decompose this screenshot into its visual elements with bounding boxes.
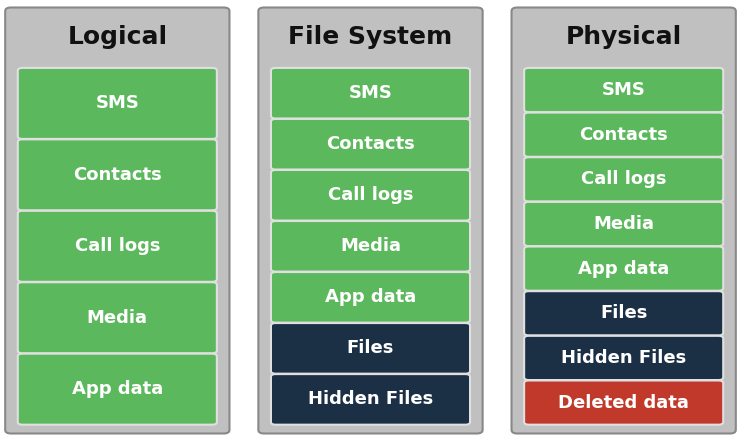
Text: SMS: SMS (96, 94, 139, 112)
Text: Hidden Files: Hidden Files (308, 390, 433, 408)
FancyBboxPatch shape (524, 247, 723, 291)
Text: Hidden Files: Hidden Files (561, 349, 686, 367)
FancyBboxPatch shape (271, 119, 470, 169)
Text: Media: Media (340, 237, 401, 255)
Text: Physical: Physical (565, 26, 682, 49)
Text: App data: App data (578, 260, 669, 278)
Text: Media: Media (87, 309, 147, 327)
FancyBboxPatch shape (524, 112, 723, 157)
FancyBboxPatch shape (18, 354, 217, 425)
Text: App data: App data (325, 288, 416, 306)
Text: File System: File System (288, 26, 453, 49)
Text: Contacts: Contacts (579, 126, 668, 144)
Text: Files: Files (347, 340, 394, 357)
Text: Deleted data: Deleted data (558, 393, 689, 411)
FancyBboxPatch shape (511, 7, 736, 434)
FancyBboxPatch shape (271, 68, 470, 119)
FancyBboxPatch shape (524, 68, 723, 112)
FancyBboxPatch shape (271, 221, 470, 272)
FancyBboxPatch shape (18, 211, 217, 282)
Text: Logical: Logical (67, 26, 167, 49)
FancyBboxPatch shape (271, 323, 470, 374)
FancyBboxPatch shape (524, 291, 723, 335)
Text: SMS: SMS (348, 84, 393, 102)
FancyBboxPatch shape (5, 7, 230, 434)
FancyBboxPatch shape (18, 282, 217, 353)
Text: Call logs: Call logs (328, 186, 413, 204)
Text: Call logs: Call logs (75, 237, 160, 255)
FancyBboxPatch shape (18, 139, 217, 210)
FancyBboxPatch shape (524, 202, 723, 246)
FancyBboxPatch shape (271, 272, 470, 323)
FancyBboxPatch shape (271, 374, 470, 425)
Text: Files: Files (600, 304, 648, 322)
Text: SMS: SMS (602, 81, 645, 99)
Text: App data: App data (72, 380, 163, 398)
FancyBboxPatch shape (524, 157, 723, 202)
FancyBboxPatch shape (524, 336, 723, 380)
FancyBboxPatch shape (18, 68, 217, 139)
FancyBboxPatch shape (524, 381, 723, 425)
Text: Contacts: Contacts (326, 135, 415, 153)
Text: Contacts: Contacts (73, 166, 162, 184)
FancyBboxPatch shape (271, 170, 470, 220)
Text: Call logs: Call logs (581, 170, 666, 188)
FancyBboxPatch shape (259, 7, 482, 434)
Text: Media: Media (594, 215, 654, 233)
